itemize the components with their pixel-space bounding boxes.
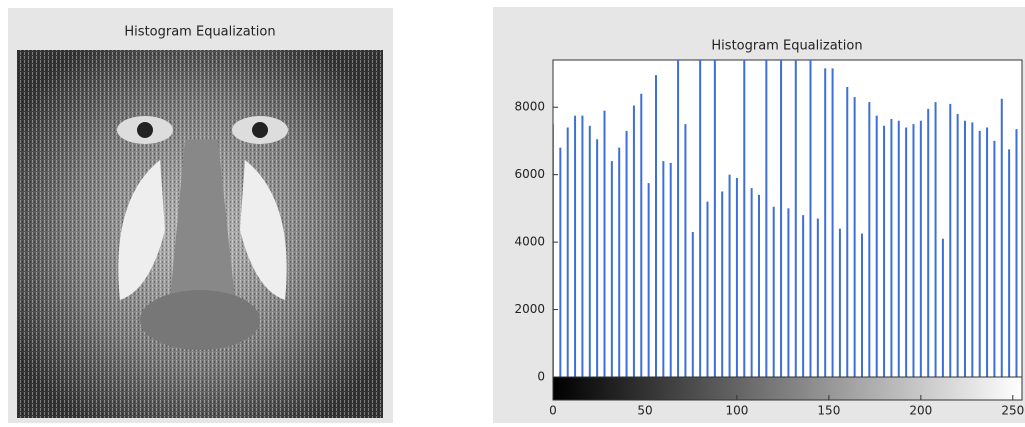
image: [17, 50, 383, 418]
x-tick-label: 250: [1001, 404, 1024, 418]
x-tick-label: 100: [725, 404, 748, 418]
y-tick-label: 6000: [514, 167, 545, 181]
x-tick-label: 50: [637, 404, 652, 418]
x-tick-label: 200: [909, 404, 932, 418]
y-tick-label: 8000: [514, 100, 545, 114]
image-title: Histogram Equalization: [124, 25, 275, 40]
stems: [553, 60, 1018, 377]
colorbar: [552, 376, 1023, 401]
chart-title: Histogram Equalization: [711, 39, 862, 54]
y-tick-label: 4000: [514, 235, 545, 249]
y-tick-label: 2000: [514, 302, 545, 316]
x-tick-label: 150: [817, 404, 840, 418]
x-tick-label: 0: [549, 404, 557, 418]
y-tick-label: 0: [537, 370, 545, 384]
